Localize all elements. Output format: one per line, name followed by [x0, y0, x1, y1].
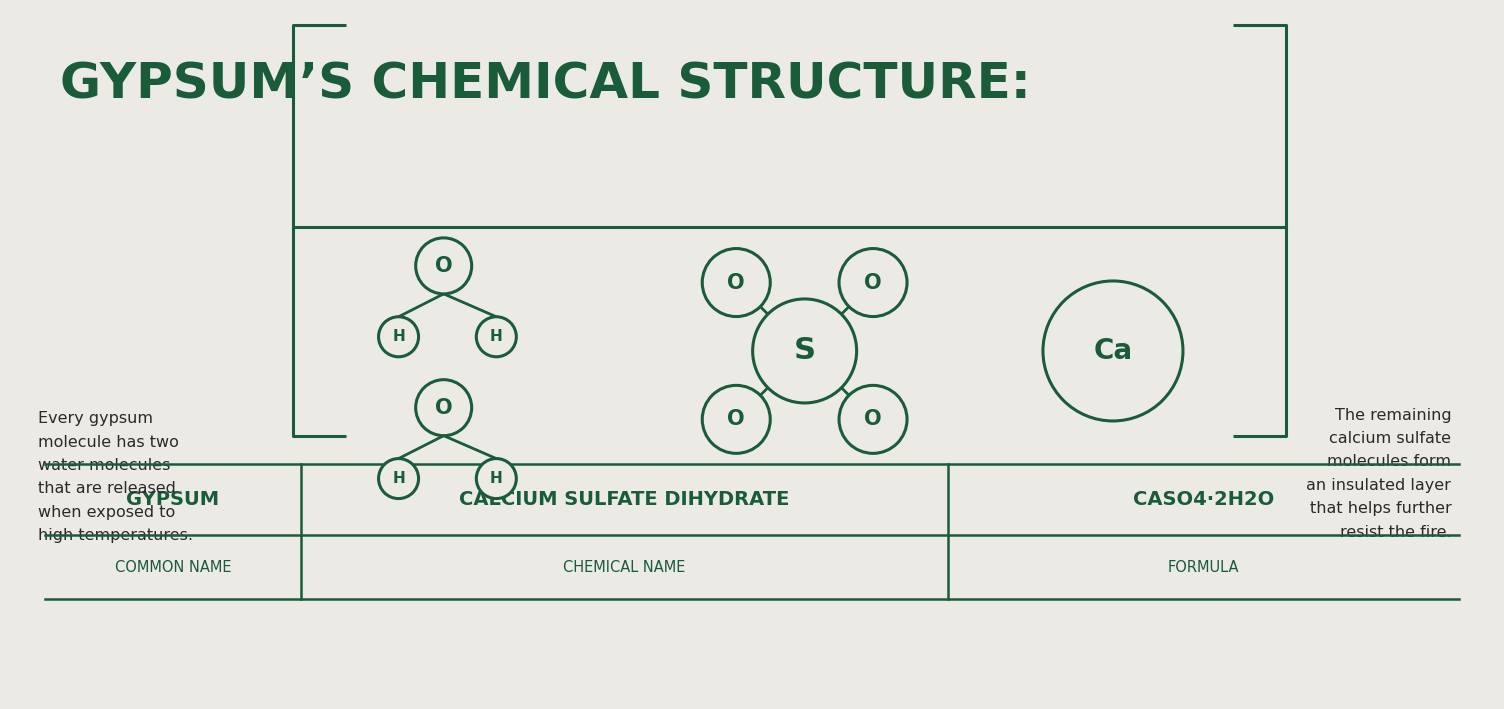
Circle shape — [839, 386, 907, 453]
Circle shape — [839, 249, 907, 316]
Text: O: O — [435, 398, 453, 418]
Circle shape — [379, 459, 418, 498]
Text: The remaining
calcium sulfate
molecules form
an insulated layer
that helps furth: The remaining calcium sulfate molecules … — [1307, 408, 1451, 540]
Circle shape — [702, 386, 770, 453]
Circle shape — [752, 299, 857, 403]
Text: H: H — [490, 329, 502, 345]
Text: H: H — [393, 329, 405, 345]
Text: CHEMICAL NAME: CHEMICAL NAME — [562, 559, 686, 575]
Text: O: O — [435, 256, 453, 276]
Text: CASO4·2H2O: CASO4·2H2O — [1133, 491, 1274, 509]
Text: H: H — [490, 471, 502, 486]
Circle shape — [415, 380, 472, 435]
Text: S: S — [794, 337, 815, 365]
Text: O: O — [865, 409, 881, 430]
Circle shape — [415, 238, 472, 294]
Text: COMMON NAME: COMMON NAME — [114, 559, 232, 575]
Circle shape — [702, 249, 770, 316]
Text: O: O — [728, 272, 744, 293]
Text: O: O — [728, 409, 744, 430]
Text: O: O — [865, 272, 881, 293]
Text: H: H — [393, 471, 405, 486]
Text: Ca: Ca — [1093, 337, 1133, 365]
Text: GYPSUM’S CHEMICAL STRUCTURE:: GYPSUM’S CHEMICAL STRUCTURE: — [60, 60, 1032, 108]
Text: CALCIUM SULFATE DIHYDRATE: CALCIUM SULFATE DIHYDRATE — [459, 491, 790, 509]
Circle shape — [1042, 281, 1184, 421]
Circle shape — [379, 317, 418, 357]
Text: Every gypsum
molecule has two
water molecules
that are released
when exposed to
: Every gypsum molecule has two water mole… — [38, 411, 193, 543]
Text: FORMULA: FORMULA — [1167, 559, 1239, 575]
Text: GYPSUM: GYPSUM — [126, 491, 220, 509]
Circle shape — [477, 459, 516, 498]
Circle shape — [477, 317, 516, 357]
